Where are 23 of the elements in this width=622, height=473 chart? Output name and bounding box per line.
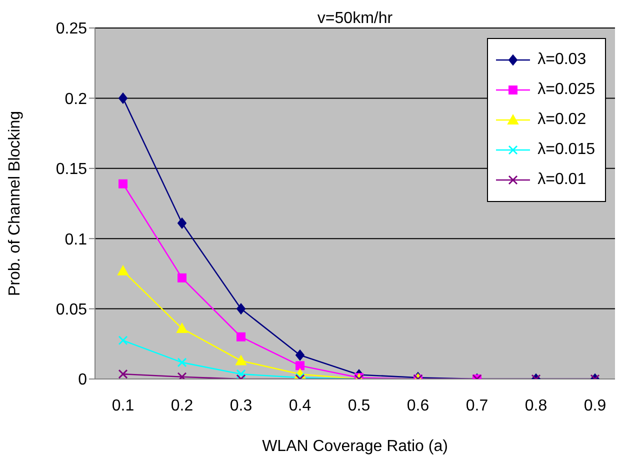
x-axis-title: WLAN Coverage Ratio (a) [262, 438, 448, 455]
y-tick-label: 0.05 [56, 301, 88, 318]
legend-label: λ=0.01 [538, 171, 586, 189]
x-tick-label: 0.9 [584, 397, 606, 414]
x-tick-label: 0.3 [230, 397, 252, 414]
x-tick-label: 0.7 [466, 397, 488, 414]
chart-title: v=50km/hr [316, 10, 394, 28]
x-tick-label: 0.2 [170, 397, 194, 414]
legend-label: λ=0.02 [538, 111, 586, 129]
legend-label: λ=0.025 [538, 81, 595, 99]
y-tick-label: 0 [78, 372, 88, 389]
legend-label: λ=0.015 [538, 141, 595, 159]
x-tick-label: 0.1 [112, 397, 134, 414]
x-tick-label: 0.8 [524, 397, 548, 414]
x-tick-label: 0.5 [348, 397, 370, 414]
y-tick-label: 0.1 [64, 231, 88, 248]
x-tick-label: 0.4 [288, 397, 312, 414]
y-tick-label: 0.2 [64, 90, 88, 108]
y-tick-label: 0.25 [56, 20, 88, 38]
x-tick-label: 0.6 [406, 397, 430, 414]
legend-label: λ=0.03 [538, 51, 586, 69]
y-tick-label: 0.15 [56, 161, 88, 178]
y-axis-title: Prob. of Channel Blocking [6, 111, 24, 296]
